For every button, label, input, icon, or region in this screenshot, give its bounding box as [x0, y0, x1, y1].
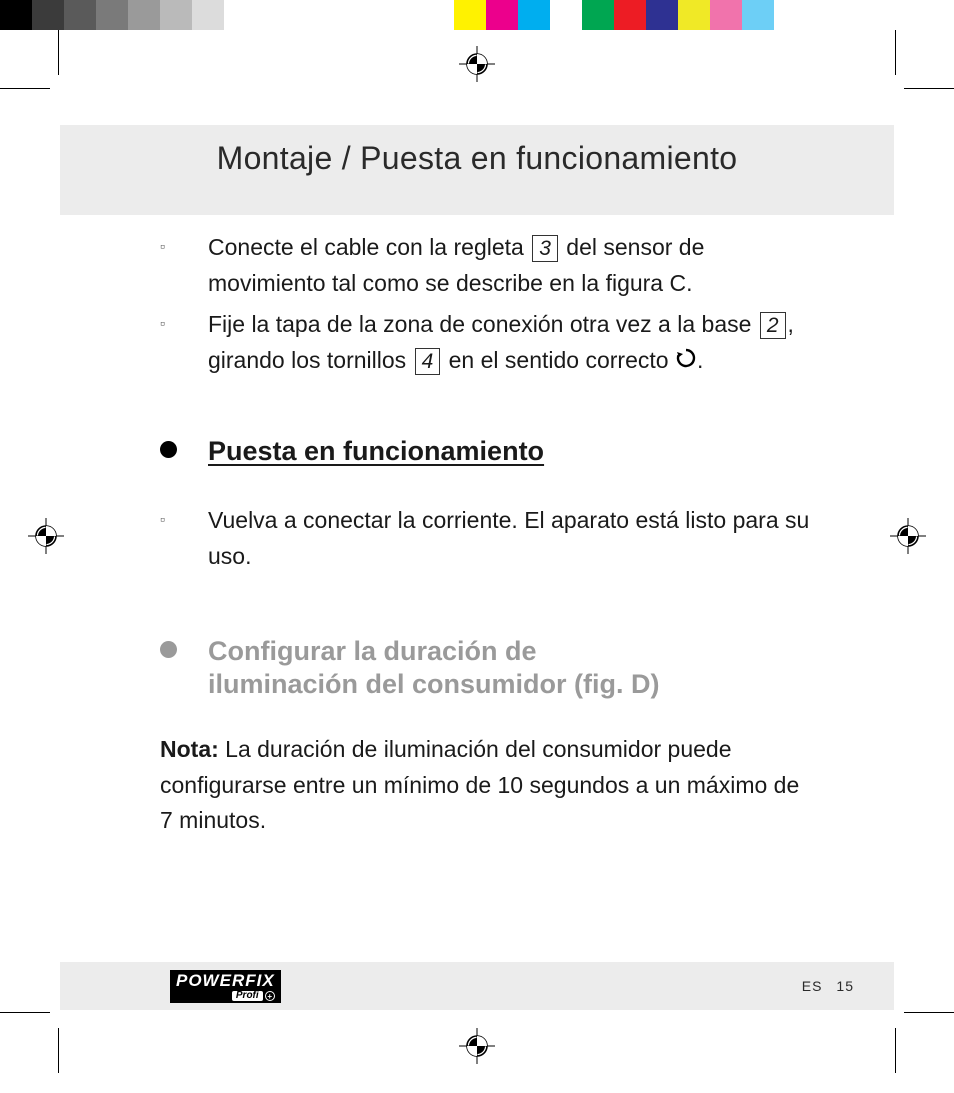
color-swatch	[774, 0, 914, 30]
list-item-text: Conecte el cable con la regleta 3 del se…	[208, 230, 810, 301]
text-fragment: en el sentido correcto	[442, 347, 675, 373]
brand-main-text: POWERFIX	[176, 972, 275, 989]
crop-mark-icon	[895, 30, 896, 75]
part-ref-badge: 4	[415, 348, 441, 375]
registration-mark-icon	[890, 518, 926, 559]
brand-sub-label: Profi	[232, 991, 263, 1001]
note-text: La duración de iluminación del consumido…	[160, 736, 799, 833]
language-code: ES	[802, 978, 823, 994]
page-meta: ES 15	[802, 978, 854, 994]
text-fragment: .	[697, 347, 703, 373]
color-swatch	[96, 0, 128, 30]
page-content: ▫ Conecte el cable con la regleta 3 del …	[160, 230, 810, 839]
list-item: ▫ Fije la tapa de la zona de conexión ot…	[160, 307, 810, 379]
title-line: iluminación del consumidor (fig. D)	[208, 669, 660, 699]
plus-icon: +	[265, 991, 275, 1001]
part-ref-badge: 2	[760, 312, 786, 339]
color-swatch	[742, 0, 774, 30]
page-title: Montaje / Puesta en funcionamiento	[60, 140, 894, 177]
section-heading: Configurar la duración de iluminación de…	[160, 635, 810, 703]
crop-mark-icon	[58, 1028, 59, 1073]
list-item-text: Vuelva a conectar la corriente. El apara…	[208, 503, 810, 574]
color-swatch	[224, 0, 454, 30]
color-swatch	[128, 0, 160, 30]
color-swatch	[160, 0, 192, 30]
footer-band: POWERFIX Profi + ES 15	[60, 962, 894, 1010]
heading-bullet-icon	[160, 635, 208, 663]
crop-mark-icon	[895, 1028, 896, 1073]
bullet-icon: ▫	[160, 307, 208, 379]
note-paragraph: Nota: La duración de iluminación del con…	[160, 732, 810, 839]
crop-mark-icon	[904, 1012, 954, 1013]
text-fragment: Fije la tapa de la zona de conexión otra…	[208, 311, 758, 337]
color-swatch	[678, 0, 710, 30]
brand-sub-text: Profi +	[176, 991, 275, 1001]
color-swatch	[646, 0, 678, 30]
title-line: Configurar la duración de	[208, 636, 537, 666]
color-swatch	[518, 0, 550, 30]
color-swatch	[582, 0, 614, 30]
color-swatch	[550, 0, 582, 30]
part-ref-badge: 3	[532, 235, 558, 262]
list-item-text: Fije la tapa de la zona de conexión otra…	[208, 307, 810, 379]
heading-bullet-icon	[160, 435, 208, 463]
list-item: ▫ Vuelva a conectar la corriente. El apa…	[160, 503, 810, 574]
manual-page: Montaje / Puesta en funcionamiento ▫ Con…	[0, 0, 954, 1093]
color-swatch	[710, 0, 742, 30]
color-swatch	[614, 0, 646, 30]
bullet-icon: ▫	[160, 503, 208, 574]
crop-mark-icon	[0, 88, 50, 89]
color-swatch	[32, 0, 64, 30]
section-heading: Puesta en funcionamiento	[160, 435, 810, 469]
color-swatch	[486, 0, 518, 30]
rotate-clockwise-icon	[675, 344, 697, 380]
brand-logo: POWERFIX Profi +	[170, 970, 281, 1003]
registration-mark-icon	[28, 518, 64, 559]
instruction-list: ▫ Vuelva a conectar la corriente. El apa…	[160, 503, 810, 574]
crop-mark-icon	[0, 1012, 50, 1013]
list-item: ▫ Conecte el cable con la regleta 3 del …	[160, 230, 810, 301]
page-frame: Montaje / Puesta en funcionamiento ▫ Con…	[60, 80, 894, 1010]
instruction-list: ▫ Conecte el cable con la regleta 3 del …	[160, 230, 810, 380]
color-swatch	[454, 0, 486, 30]
note-label: Nota:	[160, 736, 219, 762]
color-swatch	[0, 0, 32, 30]
section-title: Puesta en funcionamiento	[208, 435, 544, 469]
color-swatch	[192, 0, 224, 30]
section-title: Configurar la duración de iluminación de…	[208, 635, 660, 703]
printer-color-bar	[0, 0, 954, 30]
color-swatch	[64, 0, 96, 30]
crop-mark-icon	[904, 88, 954, 89]
registration-mark-icon	[459, 1028, 495, 1069]
crop-mark-icon	[58, 30, 59, 75]
bullet-icon: ▫	[160, 230, 208, 301]
text-fragment: Conecte el cable con la regleta	[208, 234, 530, 260]
page-number: 15	[836, 978, 854, 994]
